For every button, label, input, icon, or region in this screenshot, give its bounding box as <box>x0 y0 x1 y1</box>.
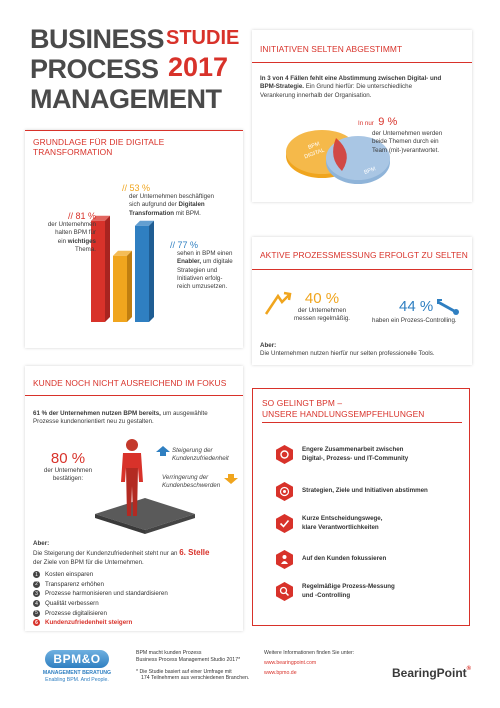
recommendation-2: Strategien, Ziele und Initiativen abstim… <box>276 482 428 501</box>
bpmo-link[interactable]: www.bpmo.de <box>264 669 297 676</box>
kunde-aber: Aber: Die Steigerung der Kundenzufrieden… <box>33 540 210 567</box>
grundlage-title: GRUNDLAGE FÜR DIE DIGITALE TRANSFORMATIO… <box>33 137 165 157</box>
bar-top-81 <box>91 215 110 221</box>
title-line-1: BUSINESS <box>30 24 165 54</box>
check-icon <box>276 514 293 533</box>
initiativen-stat: In nur 9 % der Unternehmen werden beide … <box>358 116 443 154</box>
list-item: 1 Kosten einsparen <box>33 570 168 580</box>
gauge-icon <box>264 291 292 315</box>
stat-81: // 81 % der Unternehmen halten BPM für e… <box>47 211 96 254</box>
bar-side-81 <box>105 215 110 322</box>
recommendation-5: Regelmäßige Prozess-Messung und -Controll… <box>276 582 395 601</box>
gear-icon <box>276 445 293 464</box>
stat-77: // 77 % sehen in BPM einen Enabler, um d… <box>170 240 233 291</box>
grundlage-panel <box>25 130 243 348</box>
grundlage-bar-chart <box>91 215 154 322</box>
title-line-3: MANAGEMENT <box>30 84 222 114</box>
wrench-icon <box>437 299 459 315</box>
footer-right: Weitere Informationen finden Sie unter: … <box>264 650 394 676</box>
messung-stat-44: 44 % haben ein Prozess-Controlling. <box>372 298 457 324</box>
messung-panel <box>252 237 472 365</box>
bearingpoint-link[interactable]: www.bearingpoint.com <box>264 659 317 666</box>
bar-53 <box>113 255 127 322</box>
messung-aber: Aber: Die Unternehmen nutzen hierfür nur… <box>260 342 435 358</box>
recommendation-4: Auf den Kunden fokussieren <box>276 550 386 569</box>
messung-stat-40: 40 % der Unternehmen messen regelmäßig. <box>293 290 351 323</box>
footer-mid: BPM macht kunden Prozess Business Proces… <box>136 650 250 682</box>
initiativen-text: In 3 von 4 Fällen fehlt eine Abstimmung … <box>260 75 442 99</box>
up-label: Steigerung der Kundenzufriedenheit <box>172 447 229 463</box>
empfehlungen-title: SO GELINGT BPM – UNSERE HANDLUNGSEMPFEHL… <box>262 398 425 419</box>
bar-77 <box>135 225 149 322</box>
bar-top-53 <box>113 250 132 256</box>
bar-81 <box>91 220 105 322</box>
empfehlungen-panel <box>252 388 470 626</box>
bar-top-77 <box>135 220 154 226</box>
magnifier-icon <box>276 582 293 601</box>
kunde-intro: 61 % der Unternehmen nutzen BPM bereits,… <box>33 410 208 426</box>
bpmo-logo: BPM&O MANAGEMENT BERATUNG Enabling BPM. … <box>42 650 112 683</box>
list-item: 4 Qualität verbessern <box>33 599 168 609</box>
kunde-title: KUNDE NOCH NICHT AUSREICHEND IM FOKUS <box>33 378 227 388</box>
list-item: 3 Prozesse harmonisieren und standardisie… <box>33 589 168 599</box>
arrow-up-icon <box>156 446 170 456</box>
initiativen-title: INITIATIVEN SELTEN ABGESTIMMT <box>260 44 403 54</box>
down-label: Verringerung der Kundenbeschwerden <box>162 474 221 490</box>
platform-shape <box>95 498 195 534</box>
messung-title: AKTIVE PROZESSMESSUNG ERFOLGT ZU SELTEN <box>260 250 468 260</box>
recommendation-1: Engere Zusammenarbeit zwischen Digital-, … <box>276 445 408 464</box>
list-item: 5 Prozesse digitalisieren <box>33 608 168 618</box>
person-figure <box>121 439 143 516</box>
year-label: 2017 <box>168 52 229 82</box>
bar-side-77 <box>149 220 154 322</box>
list-item: 2 Transparenz erhöhen <box>33 580 168 590</box>
title-line-2: PROCESS <box>30 54 159 84</box>
person-icon <box>276 550 293 569</box>
kunde-stat-80: 80 % der Unternehmen bestätigen: <box>43 450 93 483</box>
list-item: 6 Kundenzufriedenheit steigern <box>33 618 168 628</box>
main-title: BUSINESS PROCESS MANAGEMENT <box>30 24 222 114</box>
bar-side-53 <box>127 250 132 322</box>
arrow-down-icon <box>224 474 238 484</box>
venn-diagram <box>286 130 390 184</box>
stat-53: // 53 % der Unternehmen beschäftigen sic… <box>122 183 214 217</box>
bpm-goals-list: 1 Kosten einsparen 2 Transparenz erhöhen 3… <box>33 570 168 628</box>
target-icon <box>276 482 293 501</box>
recommendation-3: Kurze Entscheidungswege, klare Verantwort… <box>276 514 382 533</box>
studie-label: STUDIE <box>166 27 240 49</box>
bearingpoint-logo: BearingPoint® <box>392 666 472 680</box>
